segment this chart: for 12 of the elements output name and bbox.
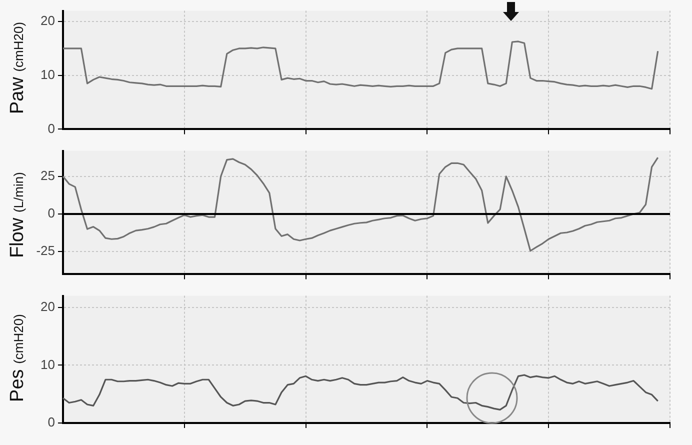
y-tick-label: 20 bbox=[40, 13, 55, 28]
y-tick-label: 0 bbox=[48, 206, 55, 221]
y-tick-label: 25 bbox=[40, 168, 55, 183]
y-axis-title: Paw (cmH20) bbox=[7, 21, 28, 114]
y-tick-label: 10 bbox=[40, 356, 55, 372]
y-tick-label: 0 bbox=[48, 414, 55, 430]
y-tick-label: -25 bbox=[36, 243, 55, 258]
y-tick-label: 0 bbox=[48, 120, 55, 136]
y-axis-title: Flow (L/min) bbox=[7, 172, 28, 258]
y-tick-label: 20 bbox=[40, 298, 55, 314]
y-axis-title: Pes (cmH20) bbox=[7, 314, 28, 402]
y-tick-label: 10 bbox=[40, 66, 55, 82]
